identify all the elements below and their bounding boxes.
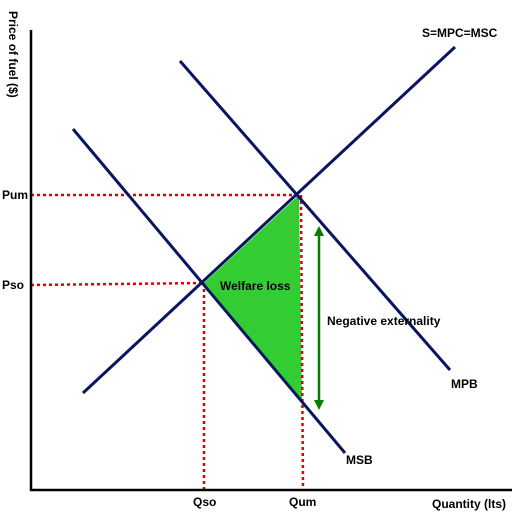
pso-tick-label: Pso xyxy=(2,278,24,292)
x-axis-label: Quantity (lts) xyxy=(432,497,506,511)
qum-guide-vertical xyxy=(299,194,305,491)
qum-tick-label: Qum xyxy=(289,495,316,509)
qso-tick-label: Qso xyxy=(193,495,216,509)
mpb-curve xyxy=(178,60,452,371)
msb-curve xyxy=(71,128,347,454)
pum-tick-label: Pum xyxy=(2,188,28,202)
supply-curve xyxy=(81,45,457,395)
y-axis-label: Price of fuel ($) xyxy=(6,11,20,98)
negative-externality-label: Negative externality xyxy=(327,314,441,328)
welfare-loss-label: Welfare loss xyxy=(220,279,291,293)
pso-guide-horizontal xyxy=(30,281,205,287)
msb-curve-label: MSB xyxy=(346,453,373,467)
mpb-curve-label: MPB xyxy=(451,377,478,391)
externality-arrow-head-top xyxy=(314,226,324,236)
welfare-loss-area xyxy=(204,195,302,400)
supply-curve-label: S=MPC=MSC xyxy=(422,26,498,40)
externality-arrow-head-bottom xyxy=(314,400,324,410)
